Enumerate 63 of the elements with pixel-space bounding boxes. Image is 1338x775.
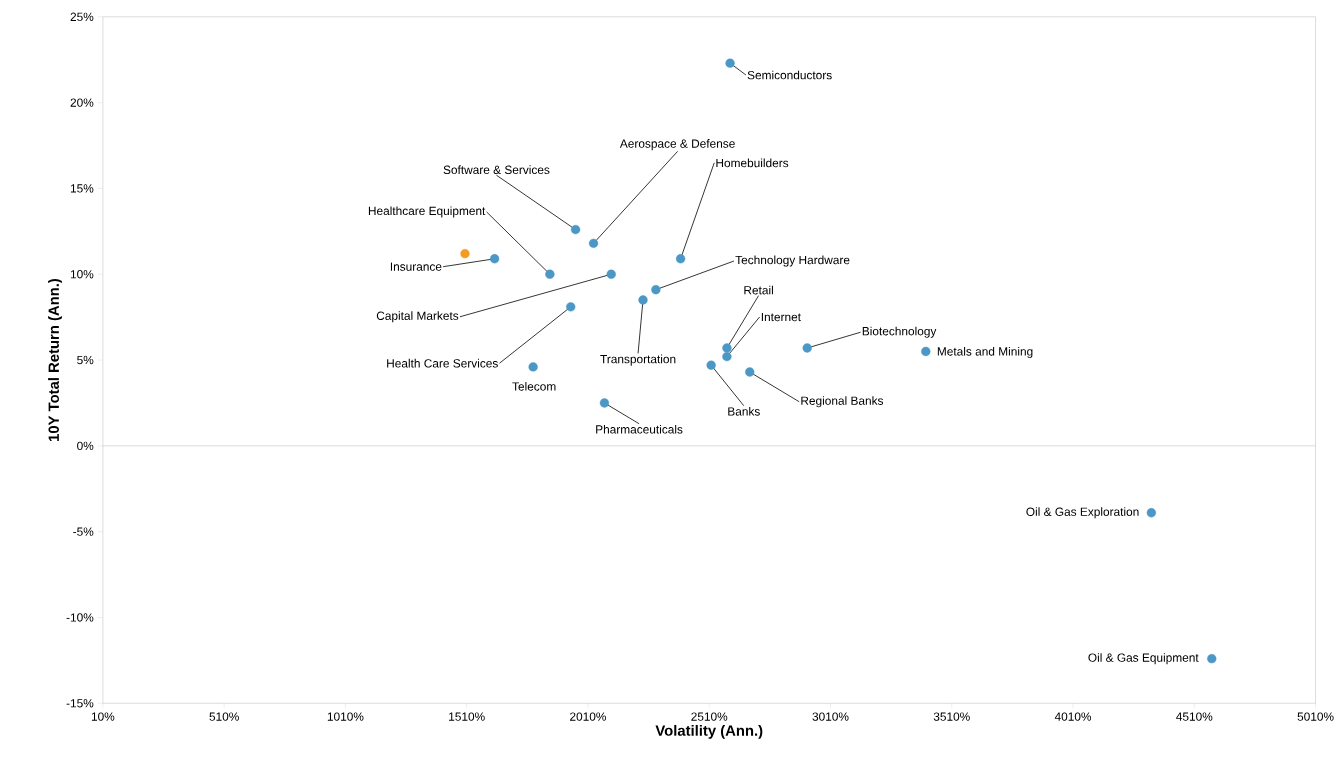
point bbox=[745, 367, 755, 377]
y-tick-label: 25% bbox=[70, 12, 94, 22]
x-tick-label: 3010% bbox=[812, 712, 849, 722]
x-tick-label: 1010% bbox=[327, 712, 364, 722]
point bbox=[921, 347, 931, 357]
point bbox=[566, 302, 576, 312]
point bbox=[599, 398, 610, 408]
x-tick-label: 2010% bbox=[570, 712, 606, 722]
x-tick-label: 510% bbox=[209, 712, 239, 722]
y-tick-label: -5% bbox=[73, 527, 94, 537]
x-tick-label: 4010% bbox=[1054, 712, 1092, 722]
x-tick-label: 3510% bbox=[933, 712, 970, 722]
point bbox=[651, 285, 661, 295]
annotation: Semiconductors bbox=[747, 70, 832, 80]
point bbox=[725, 58, 735, 69]
y-tick-label: 5% bbox=[77, 356, 94, 365]
annotation: Insurance bbox=[390, 262, 442, 272]
x-tick-label: 2510% bbox=[691, 712, 728, 722]
y-tick-label: 15% bbox=[70, 184, 94, 193]
annotation: Capital Markets bbox=[376, 311, 459, 323]
x-tick-label: 4510% bbox=[1176, 712, 1213, 722]
point bbox=[606, 269, 616, 280]
annotation: Banks bbox=[728, 407, 760, 416]
point bbox=[675, 254, 686, 264]
point bbox=[638, 295, 648, 305]
y-tick-label: 20% bbox=[70, 98, 94, 108]
y-tick-label: -10% bbox=[66, 613, 94, 622]
point bbox=[722, 352, 732, 362]
y-tick-label: -15% bbox=[66, 699, 94, 708]
y-tick-label: 0% bbox=[77, 441, 94, 451]
annotation: Oil & Gas Exploration bbox=[1026, 507, 1139, 519]
point bbox=[802, 343, 812, 353]
point bbox=[460, 249, 470, 259]
point bbox=[722, 343, 732, 353]
annotation: Metals and Mining bbox=[937, 347, 1033, 359]
annotation: Health Care Services bbox=[387, 359, 498, 368]
annotation: Retail bbox=[744, 285, 773, 295]
x-tick-label: 1510% bbox=[449, 712, 485, 722]
point bbox=[1207, 654, 1217, 664]
annotation: Telecom bbox=[512, 382, 556, 391]
annotation: Healthcare Equipment bbox=[368, 206, 486, 218]
annotation: Homebuilders bbox=[716, 158, 789, 168]
x-tick-label: 10% bbox=[91, 712, 115, 722]
point bbox=[706, 360, 716, 371]
x-tick-label: 5010% bbox=[1297, 712, 1334, 722]
annotation: Biotechnology bbox=[862, 326, 937, 338]
y-axis-title: 10Y Total Return (Ann.) bbox=[48, 279, 62, 442]
annotation: Transportation bbox=[600, 354, 676, 366]
y-tick-label: 10% bbox=[70, 270, 94, 279]
annotation: Software & Services bbox=[443, 165, 550, 175]
annotation: Internet bbox=[761, 313, 801, 322]
annotation: Pharmaceuticals bbox=[596, 425, 683, 434]
annotation: Regional Banks bbox=[801, 396, 884, 408]
annotation: Technology Hardware bbox=[735, 255, 850, 267]
point bbox=[489, 254, 500, 264]
point bbox=[545, 269, 555, 280]
x-axis-title: Volatility (Ann.) bbox=[655, 725, 763, 740]
point bbox=[570, 225, 581, 235]
point bbox=[588, 238, 599, 249]
point bbox=[1146, 508, 1157, 518]
annotation: Oil & Gas Equipment bbox=[1088, 653, 1199, 665]
point bbox=[528, 362, 538, 372]
annotation: Aerospace & Defense bbox=[619, 139, 735, 151]
